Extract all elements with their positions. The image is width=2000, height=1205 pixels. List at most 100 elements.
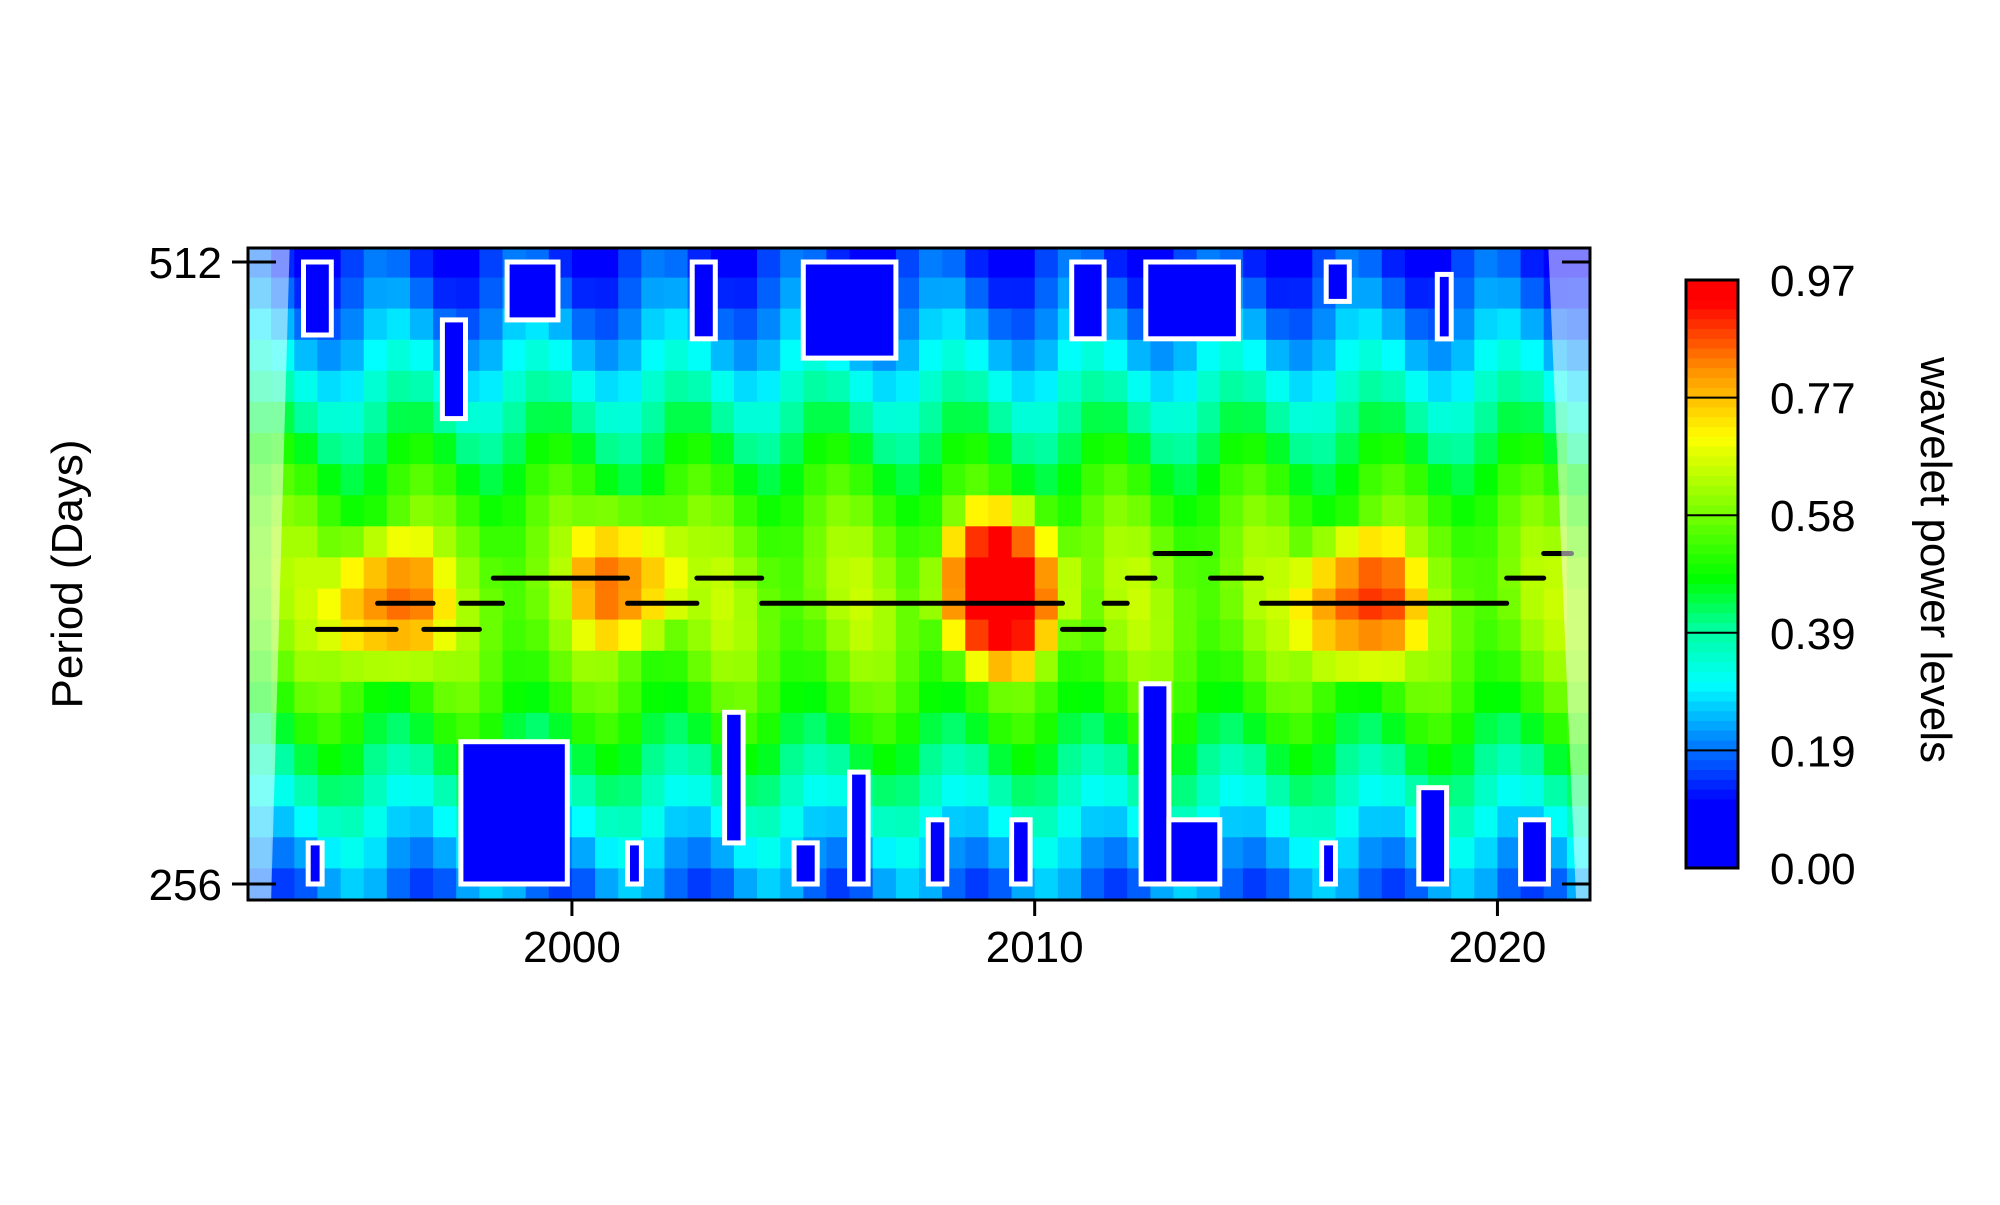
heatmap-cell [1428, 619, 1452, 652]
heatmap-cell [1474, 248, 1498, 279]
heatmap-cell [687, 806, 712, 838]
heatmap-cell [595, 495, 619, 527]
heatmap-cell [919, 464, 943, 496]
heatmap-cell [1081, 744, 1105, 776]
heatmap-cell [386, 806, 411, 838]
heatmap-cell [294, 681, 318, 714]
heatmap-cell [479, 619, 504, 652]
heatmap-cell [1543, 744, 1568, 776]
significance-contour [925, 817, 950, 887]
heatmap-cell [1381, 806, 1406, 838]
significance-contour [1319, 840, 1338, 887]
heatmap-cell [386, 526, 411, 558]
heatmap-cell [456, 619, 480, 652]
heatmap-cell [826, 681, 851, 714]
heatmap-cell [548, 557, 573, 590]
x-tick-label: 2020 [1449, 923, 1547, 972]
heatmap-cell [1034, 681, 1059, 714]
heatmap-cell [687, 650, 712, 683]
colorbar-segment [1686, 554, 1738, 565]
heatmap-cell [363, 557, 388, 590]
heatmap-cell [826, 650, 851, 683]
heatmap-cell [826, 370, 851, 403]
heatmap-cell [1057, 339, 1082, 372]
heatmap-cell [872, 712, 897, 745]
heatmap-cell [1543, 619, 1568, 652]
heatmap-cell [1381, 308, 1406, 341]
heatmap-cell [826, 464, 851, 496]
heatmap-cell [1266, 837, 1290, 869]
axes: 2000 2010 2020 512 256 [149, 239, 1590, 972]
heatmap-cell [1474, 650, 1498, 683]
heatmap-cell [1034, 837, 1059, 869]
heatmap-cell [1497, 619, 1522, 652]
heatmap-cell [1358, 495, 1383, 527]
heatmap-cell [1104, 557, 1128, 590]
heatmap-cell [595, 712, 619, 745]
heatmap-cell [618, 370, 642, 403]
heatmap-cell [410, 248, 434, 279]
heatmap-cell [733, 619, 758, 652]
heatmap-cell [433, 464, 457, 496]
heatmap-cell [1127, 526, 1151, 558]
heatmap-cell [733, 277, 758, 310]
heatmap-cell [1242, 248, 1267, 279]
heatmap-cell [1335, 712, 1360, 745]
heatmap-cell [1312, 370, 1336, 403]
heatmap-cell [1335, 464, 1360, 496]
significance-contour [301, 259, 334, 338]
heatmap-cell [571, 868, 596, 900]
colorbar-segment [1686, 623, 1738, 634]
heatmap-cell [340, 401, 365, 434]
heatmap-cell [664, 308, 689, 341]
heatmap-cell [1497, 837, 1522, 869]
heatmap-cell [919, 712, 943, 745]
heatmap-cell [386, 650, 411, 683]
heatmap-cell [1034, 370, 1059, 403]
heatmap-cell [1057, 557, 1082, 590]
heatmap-cell [872, 433, 897, 465]
heatmap-cell [1358, 526, 1383, 558]
heatmap-cell [595, 681, 619, 714]
heatmap-cell [1474, 557, 1498, 590]
heatmap-cell [479, 464, 504, 496]
heatmap-cell [1474, 619, 1498, 652]
heatmap-cell [1219, 650, 1244, 683]
heatmap-cell [1219, 837, 1244, 869]
heatmap-cell [548, 370, 573, 403]
heatmap-cell [1428, 712, 1452, 745]
significance-contour [847, 769, 871, 887]
heatmap-cell [664, 248, 689, 279]
heatmap-cell [1081, 681, 1105, 714]
heatmap-cell [433, 868, 457, 900]
colorbar-segment [1686, 485, 1738, 497]
heatmap-cell [525, 650, 550, 683]
heatmap-cell [1474, 868, 1498, 900]
heatmap-cell [1104, 277, 1128, 310]
heatmap-cell [1428, 526, 1452, 558]
heatmap-cell [1011, 744, 1036, 776]
heatmap-cell [410, 308, 434, 341]
heatmap-cell [386, 619, 411, 652]
heatmap-cell [548, 464, 573, 496]
heatmap-cell [595, 619, 619, 652]
heatmap-cell [826, 526, 851, 558]
heatmap-cell [664, 433, 689, 465]
heatmap-cell [1312, 433, 1336, 465]
heatmap-cell [1242, 401, 1267, 434]
heatmap-cell [988, 868, 1013, 900]
heatmap-cell [317, 495, 342, 527]
heatmap-cell [595, 308, 619, 341]
heatmap-cell [1173, 712, 1198, 745]
heatmap-cell [757, 277, 781, 310]
heatmap-cell [687, 370, 712, 403]
heatmap-cell [1312, 619, 1336, 652]
heatmap-cell [1451, 526, 1475, 558]
heatmap-cell [1011, 557, 1036, 590]
heatmap-cell [895, 495, 920, 527]
heatmap-cell [1451, 433, 1475, 465]
heatmap-cell [733, 588, 758, 621]
colorbar-segment [1686, 407, 1738, 418]
significance-contours [301, 259, 1551, 887]
heatmap-cell [1520, 619, 1545, 652]
